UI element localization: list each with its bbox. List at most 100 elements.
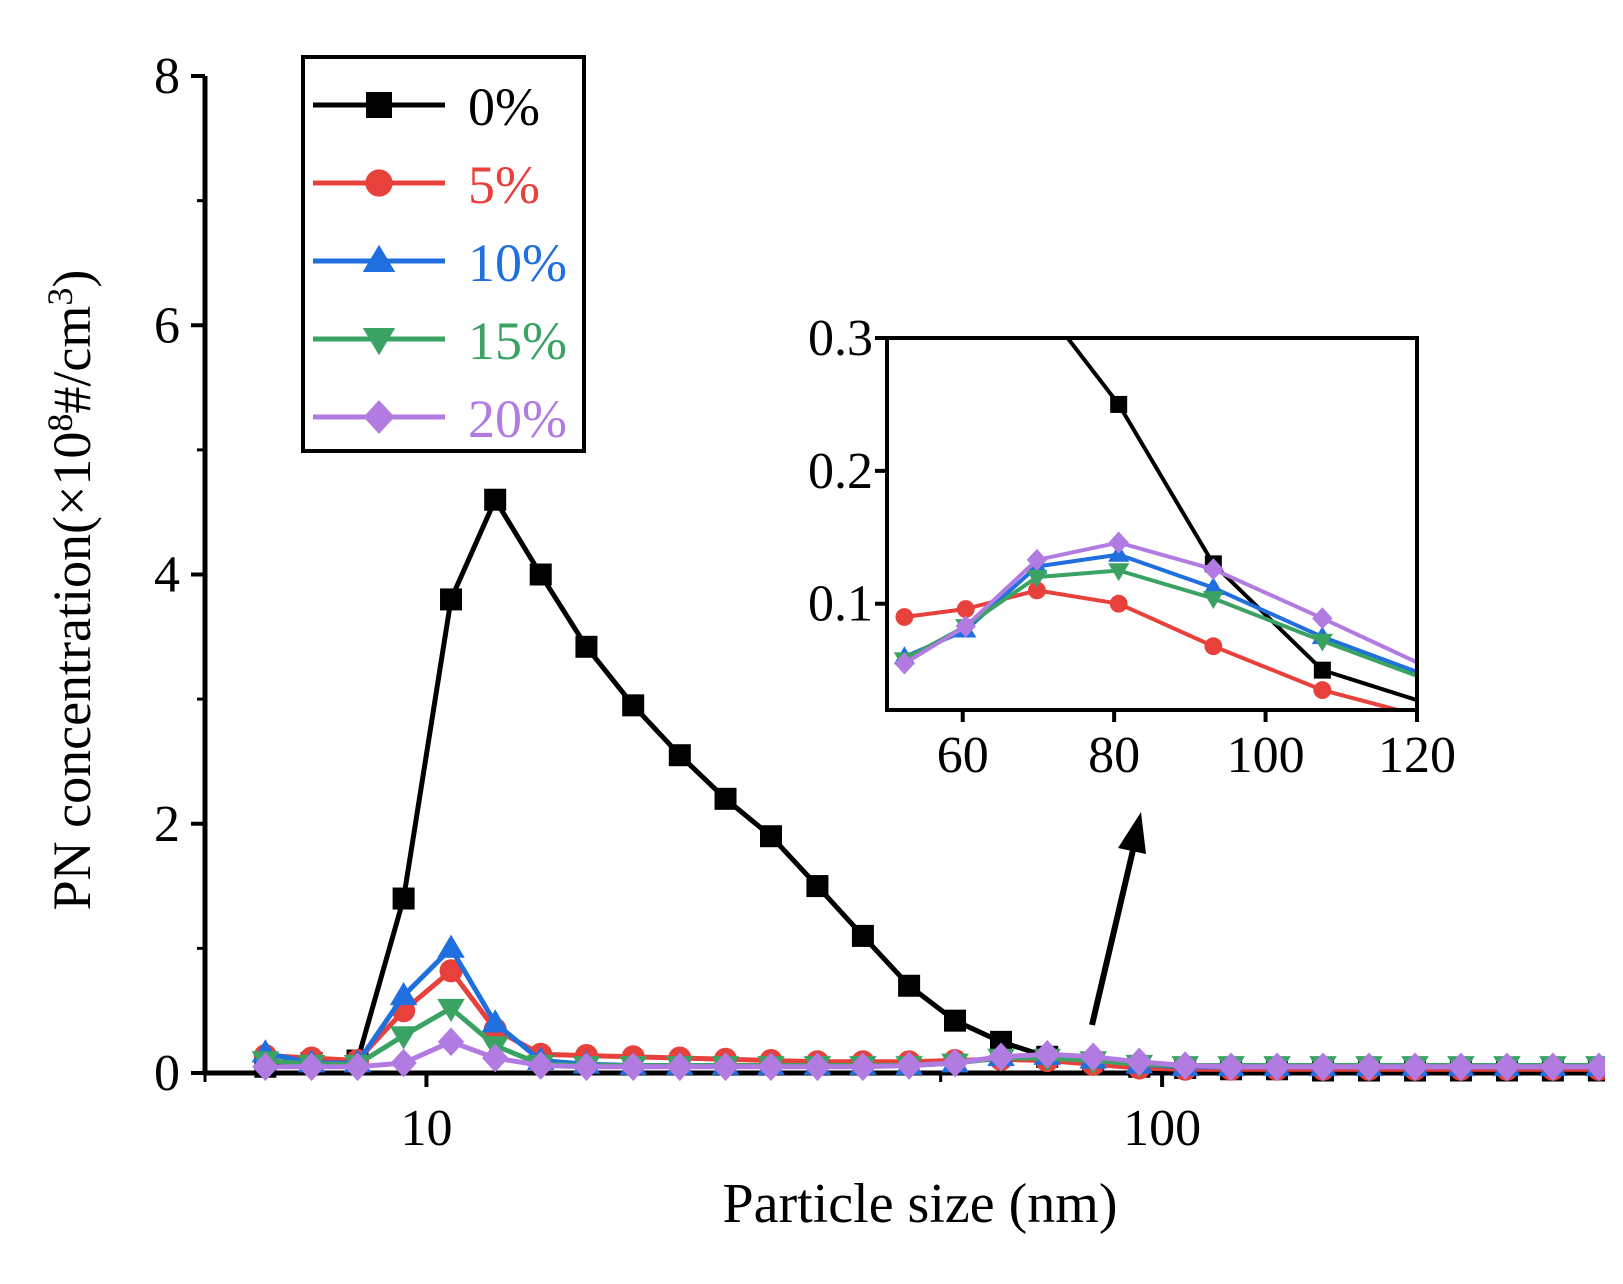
data-point-20pct — [1126, 1047, 1153, 1077]
data-point-20pct — [1493, 1052, 1521, 1082]
inset-point-0pct — [957, 223, 974, 240]
data-point-20pct — [804, 1052, 831, 1082]
main-series-group — [251, 488, 1605, 1082]
inset-point-0pct — [1440, 702, 1457, 719]
data-point-20pct — [895, 1051, 923, 1080]
inset-frame — [885, 336, 1419, 712]
inset-background — [887, 338, 1417, 710]
inset-x-tick-label: 60 — [937, 727, 989, 784]
legend-label-5pct: 5% — [468, 155, 540, 215]
data-point-5pct — [439, 959, 463, 983]
inset-x-tick-label: 120 — [1378, 727, 1456, 784]
data-point-20pct — [390, 1048, 417, 1078]
inset-point-20pct — [1108, 531, 1129, 554]
y-axis-label-part: #/cm — [42, 306, 102, 414]
inset-point-20pct — [1438, 666, 1458, 688]
data-point-20pct — [666, 1052, 694, 1082]
data-point-20pct — [437, 1027, 465, 1057]
legend-label-10pct: 10% — [468, 233, 567, 293]
inset-point-5pct — [1204, 637, 1223, 656]
data-point-20pct — [298, 1052, 325, 1082]
legend-label-20pct: 20% — [468, 389, 567, 449]
data-point-0pct — [759, 825, 782, 848]
y-tick-label: 8 — [154, 48, 180, 105]
y-axis-label-superscript: 8 — [40, 414, 80, 432]
y-tick-label: 4 — [154, 547, 180, 604]
inset-point-0pct — [1110, 395, 1128, 413]
data-point-0pct — [944, 1009, 967, 1032]
data-point-20pct — [619, 1052, 647, 1082]
data-point-20pct — [1172, 1051, 1199, 1080]
inset-point-15pct — [1437, 680, 1458, 698]
inset-point-15pct — [1026, 569, 1048, 588]
x-tick-label: 10 — [400, 1100, 452, 1157]
x-tick-label: 100 — [1123, 1100, 1201, 1157]
data-point-20pct — [849, 1052, 877, 1082]
series-line-15pct — [265, 1005, 1599, 1068]
legend-marker-10pct — [362, 244, 396, 273]
data-point-15pct — [437, 998, 465, 1022]
inset-x-tick-label: 100 — [1227, 727, 1305, 784]
legend-marker-15pct — [362, 327, 396, 356]
y-tick-label: 6 — [154, 297, 180, 354]
y-axis-label-part: ) — [42, 270, 102, 288]
inset-point-10pct — [1202, 577, 1224, 595]
data-point-20pct — [1539, 1052, 1567, 1082]
legend-box — [301, 55, 586, 453]
inset-point-20pct — [894, 652, 915, 675]
annotation-arrow-head — [1118, 812, 1146, 854]
inset-point-0pct — [1028, 290, 1045, 307]
inset-point-5pct — [1313, 681, 1332, 699]
inset-point-5pct — [1027, 581, 1046, 600]
inset-point-10pct — [1437, 673, 1458, 691]
data-point-20pct — [573, 1052, 600, 1082]
inset-point-20pct — [1312, 607, 1333, 630]
y-tick-label: 2 — [154, 796, 180, 853]
legend: 0% 5% 10% 15% 20% — [301, 55, 586, 453]
data-point-10pct — [481, 1009, 509, 1033]
inset-series-20pct — [894, 531, 1458, 688]
y-tick-label: 0 — [154, 1045, 180, 1102]
data-point-20pct — [481, 1043, 509, 1073]
data-point-0pct — [575, 635, 598, 658]
inset-point-15pct — [1311, 633, 1333, 652]
inset-point-0pct — [1313, 661, 1331, 679]
y-axis-label-part: PN concentration(×10 — [42, 432, 102, 911]
data-point-0pct — [622, 694, 645, 717]
y-axis-label-superscript: 3 — [40, 288, 80, 306]
data-point-0pct — [668, 744, 691, 767]
inset-point-15pct — [1202, 591, 1224, 610]
series-20pct — [252, 1027, 1605, 1082]
data-point-0pct — [714, 787, 737, 810]
data-point-0pct — [990, 1030, 1013, 1053]
data-point-20pct — [1447, 1052, 1475, 1082]
annotation-arrow-shaft — [1089, 849, 1136, 1026]
data-point-20pct — [1401, 1052, 1429, 1082]
data-point-20pct — [1309, 1052, 1337, 1082]
data-point-0pct — [898, 974, 921, 997]
inset-point-5pct — [1109, 594, 1128, 613]
data-point-20pct — [344, 1052, 371, 1082]
data-point-10pct — [437, 934, 465, 958]
data-point-20pct — [1585, 1052, 1605, 1082]
y-axis-label: PN concentration(×108#/cm3) — [40, 270, 102, 911]
x-axis-label: Particle size (nm) — [723, 1173, 1118, 1235]
legend-marker-0pct — [366, 92, 392, 118]
data-point-0pct — [484, 488, 507, 511]
data-point-10pct — [389, 981, 418, 1006]
inset-series-5pct — [895, 581, 1406, 710]
inset-point-20pct — [955, 615, 976, 638]
data-point-20pct — [1263, 1052, 1291, 1082]
data-point-0pct — [392, 887, 415, 910]
data-point-20pct — [1034, 1040, 1061, 1069]
inset-series-group — [893, 223, 1458, 719]
inset-point-15pct — [1108, 563, 1130, 582]
data-point-20pct — [757, 1052, 785, 1082]
data-point-20pct — [941, 1048, 969, 1078]
data-point-20pct — [252, 1052, 279, 1082]
inset-point-20pct — [1026, 548, 1048, 571]
data-point-20pct — [1079, 1042, 1107, 1072]
